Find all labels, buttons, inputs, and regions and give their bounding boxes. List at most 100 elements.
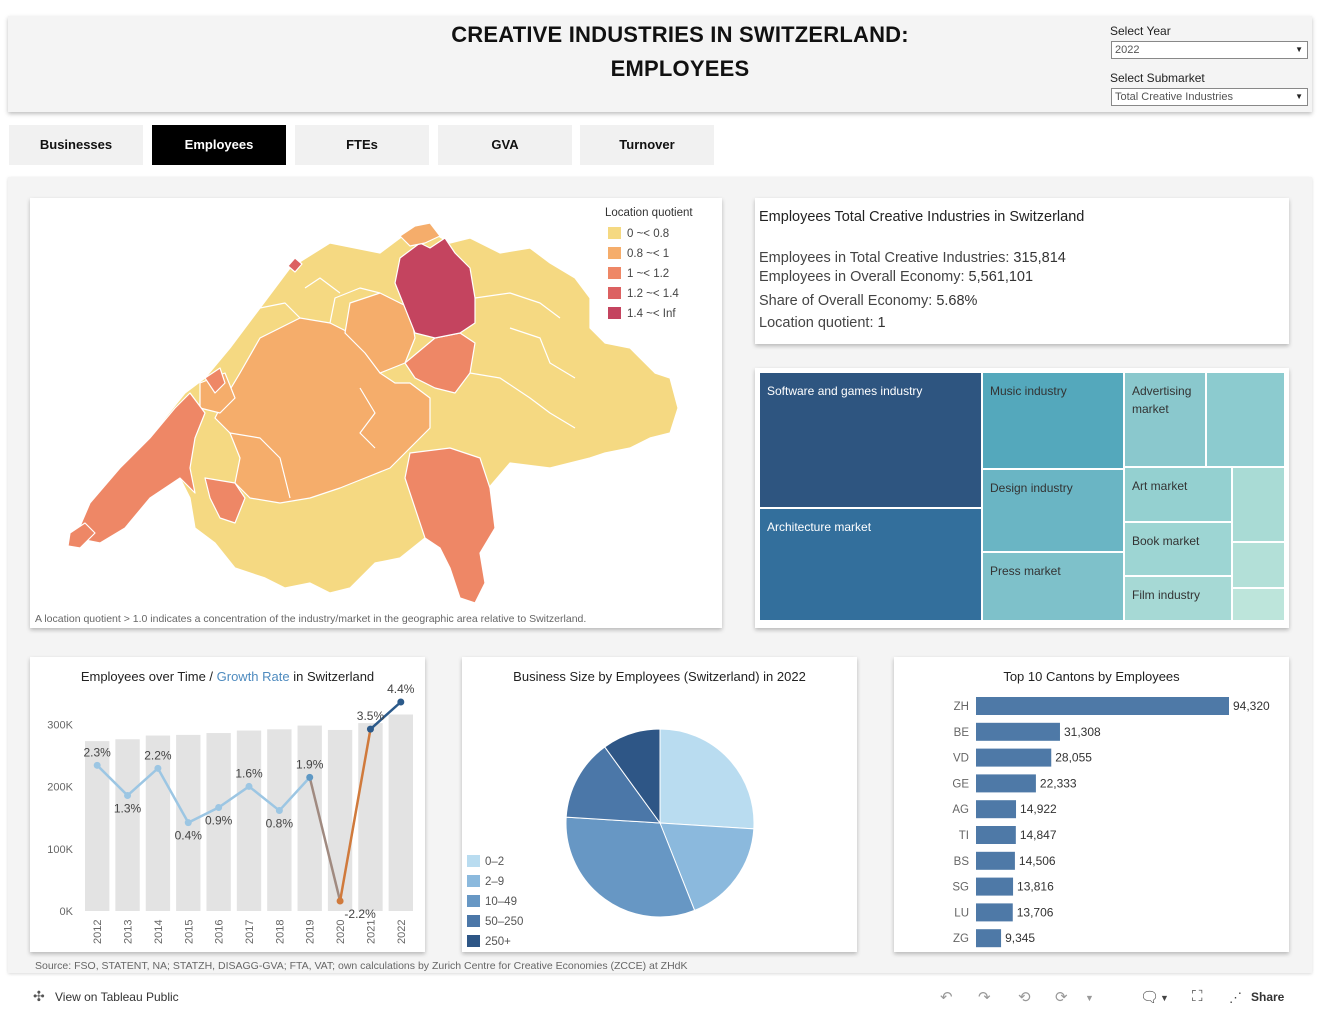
treemap-cell-design[interactable]: Design industry: [982, 469, 1124, 552]
view-on-tableau-link[interactable]: View on Tableau Public: [55, 990, 179, 1004]
treemap-cell-other-3[interactable]: [1232, 542, 1285, 588]
employee-bar[interactable]: [145, 735, 171, 911]
treemap-label: Music industry: [990, 384, 1067, 398]
tab-turnover[interactable]: Turnover: [580, 125, 714, 165]
comment-dropdown-icon[interactable]: ▼: [1160, 993, 1169, 1003]
treemap-cell-architecture[interactable]: Architecture market: [759, 508, 982, 621]
growth-point[interactable]: [366, 725, 374, 733]
legend-item[interactable]: 1 ~< 1.2: [608, 267, 669, 280]
submarket-select[interactable]: Total Creative Industries ▼: [1111, 88, 1308, 106]
growth-point[interactable]: [245, 782, 253, 790]
fullscreen-icon[interactable]: ⛶: [1192, 988, 1203, 1005]
canton-bar[interactable]: [976, 903, 1013, 922]
pie-slice[interactable]: [659, 728, 755, 830]
canton-bar[interactable]: [976, 722, 1060, 741]
employee-bar[interactable]: [115, 739, 140, 911]
tab-gva[interactable]: GVA: [438, 125, 572, 165]
canton-bar[interactable]: [976, 697, 1229, 715]
business-size-pie[interactable]: 0–2 2–9 10–49 50–250 250+: [462, 657, 857, 952]
employee-bar[interactable]: [327, 729, 353, 911]
growth-label: 0.4%: [175, 829, 203, 843]
canton-label: BS: [954, 856, 970, 868]
share-button[interactable]: Share: [1251, 990, 1285, 1004]
treemap-cell-press[interactable]: Press market: [982, 552, 1124, 621]
canton-bar[interactable]: [976, 929, 1002, 948]
canton-bar[interactable]: [976, 877, 1014, 896]
map-region-vaud: [74, 392, 206, 544]
treemap-cell-software[interactable]: Software and games industry: [759, 372, 982, 508]
employees-growth-chart[interactable]: 0K 100K 200K 300K 2012 2013 2014 2015 2016 2017 20…: [30, 657, 425, 952]
treemap-cell-other-4[interactable]: [1232, 588, 1285, 621]
growth-line-segment: [156, 767, 190, 824]
treemap-cell-other-1[interactable]: [1206, 372, 1285, 467]
share-icon[interactable]: ⋰: [1229, 990, 1242, 1005]
treemap-cell-music[interactable]: Music industry: [982, 372, 1124, 469]
map-region-schaffhausen: [399, 222, 441, 247]
tab-ftes[interactable]: FTEs: [295, 125, 429, 165]
employee-bar[interactable]: [388, 714, 413, 911]
growth-point[interactable]: [184, 819, 192, 827]
pie-slice[interactable]: [565, 746, 662, 824]
pie-legend-swatch[interactable]: [467, 855, 480, 867]
growth-point[interactable]: [124, 791, 132, 799]
employee-bar[interactable]: [206, 733, 231, 911]
redo-icon[interactable]: ↷: [978, 989, 991, 1006]
canton-value: 13,816: [1017, 880, 1054, 894]
pie-slice[interactable]: [604, 728, 661, 825]
growth-point[interactable]: [275, 807, 283, 815]
growth-point[interactable]: [306, 773, 314, 781]
canton-bar[interactable]: [976, 748, 1052, 767]
legend-item[interactable]: 0 ~< 0.8: [608, 227, 669, 240]
undo-icon[interactable]: ↶: [940, 989, 953, 1006]
legend-label: 0 ~< 0.8: [627, 228, 670, 240]
employee-bar[interactable]: [85, 741, 110, 911]
pie-legend-swatch[interactable]: [467, 895, 480, 907]
legend-item[interactable]: 1.2 ~< 1.4: [608, 287, 679, 300]
growth-point[interactable]: [93, 761, 101, 769]
treemap-cell-book[interactable]: Book market: [1124, 522, 1232, 576]
treemap-cell-other-2[interactable]: [1232, 467, 1285, 542]
pie-legend-swatch[interactable]: [467, 915, 480, 927]
switzerland-map[interactable]: [30, 198, 722, 628]
dropdown-icon[interactable]: ▼: [1085, 993, 1094, 1003]
x-tick-label: 2013: [123, 920, 135, 944]
treemap-cell-advertising[interactable]: Advertising market: [1124, 372, 1206, 467]
canton-bar[interactable]: [976, 826, 1016, 844]
year-select[interactable]: 2022 ▼: [1111, 41, 1308, 59]
stat-location-quotient: Location quotient: 1: [759, 315, 886, 331]
submarket-select-value: Total Creative Industries: [1115, 91, 1233, 103]
submarket-filter-label: Select Submarket: [1110, 71, 1205, 85]
canton-bar[interactable]: [976, 800, 1017, 819]
summary-title: Employees Total Creative Industries in S…: [759, 209, 1085, 225]
comment-icon[interactable]: 🗨: [1140, 989, 1160, 1006]
top-cantons-bar-chart[interactable]: ZH 94,320 BE 31,308 VD 28,055 GE 22,333 AG 14,922…: [894, 657, 1289, 952]
employee-bar[interactable]: [358, 723, 383, 911]
treemap-label: Advertising market: [1132, 384, 1192, 416]
top-cantons-title: Top 10 Cantons by Employees: [1003, 669, 1180, 684]
growth-point[interactable]: [397, 698, 405, 706]
treemap-cell-art[interactable]: Art market: [1124, 467, 1232, 522]
stat-value: 1: [877, 315, 886, 331]
growth-point[interactable]: [336, 897, 344, 905]
pie-slice[interactable]: [659, 822, 755, 912]
pie-legend-swatch[interactable]: [467, 875, 480, 887]
treemap-cell-film[interactable]: Film industry: [1124, 576, 1232, 621]
stat-share: Share of Overall Economy: 5.68%: [759, 293, 977, 309]
refresh-icon[interactable]: ⟳: [1055, 989, 1068, 1006]
canton-bar[interactable]: [976, 774, 1036, 793]
business-size-title: Business Size by Employees (Switzerland)…: [513, 669, 806, 684]
legend-item[interactable]: 0.8 ~< 1: [608, 247, 669, 260]
tab-businesses[interactable]: Businesses: [9, 125, 143, 165]
legend-item[interactable]: 1.4 ~< Inf: [608, 307, 676, 320]
employee-bar[interactable]: [297, 725, 322, 911]
pie-legend-swatch[interactable]: [467, 935, 480, 947]
revert-icon[interactable]: ⟲: [1018, 989, 1031, 1006]
employee-bar[interactable]: [236, 730, 262, 911]
canton-value: 22,333: [1040, 776, 1077, 790]
tab-employees[interactable]: Employees: [152, 125, 286, 165]
employee-bar[interactable]: [267, 729, 292, 911]
growth-point[interactable]: [215, 804, 223, 812]
pie-slice[interactable]: [565, 816, 696, 918]
canton-bar[interactable]: [976, 851, 1015, 870]
growth-point[interactable]: [154, 764, 162, 772]
